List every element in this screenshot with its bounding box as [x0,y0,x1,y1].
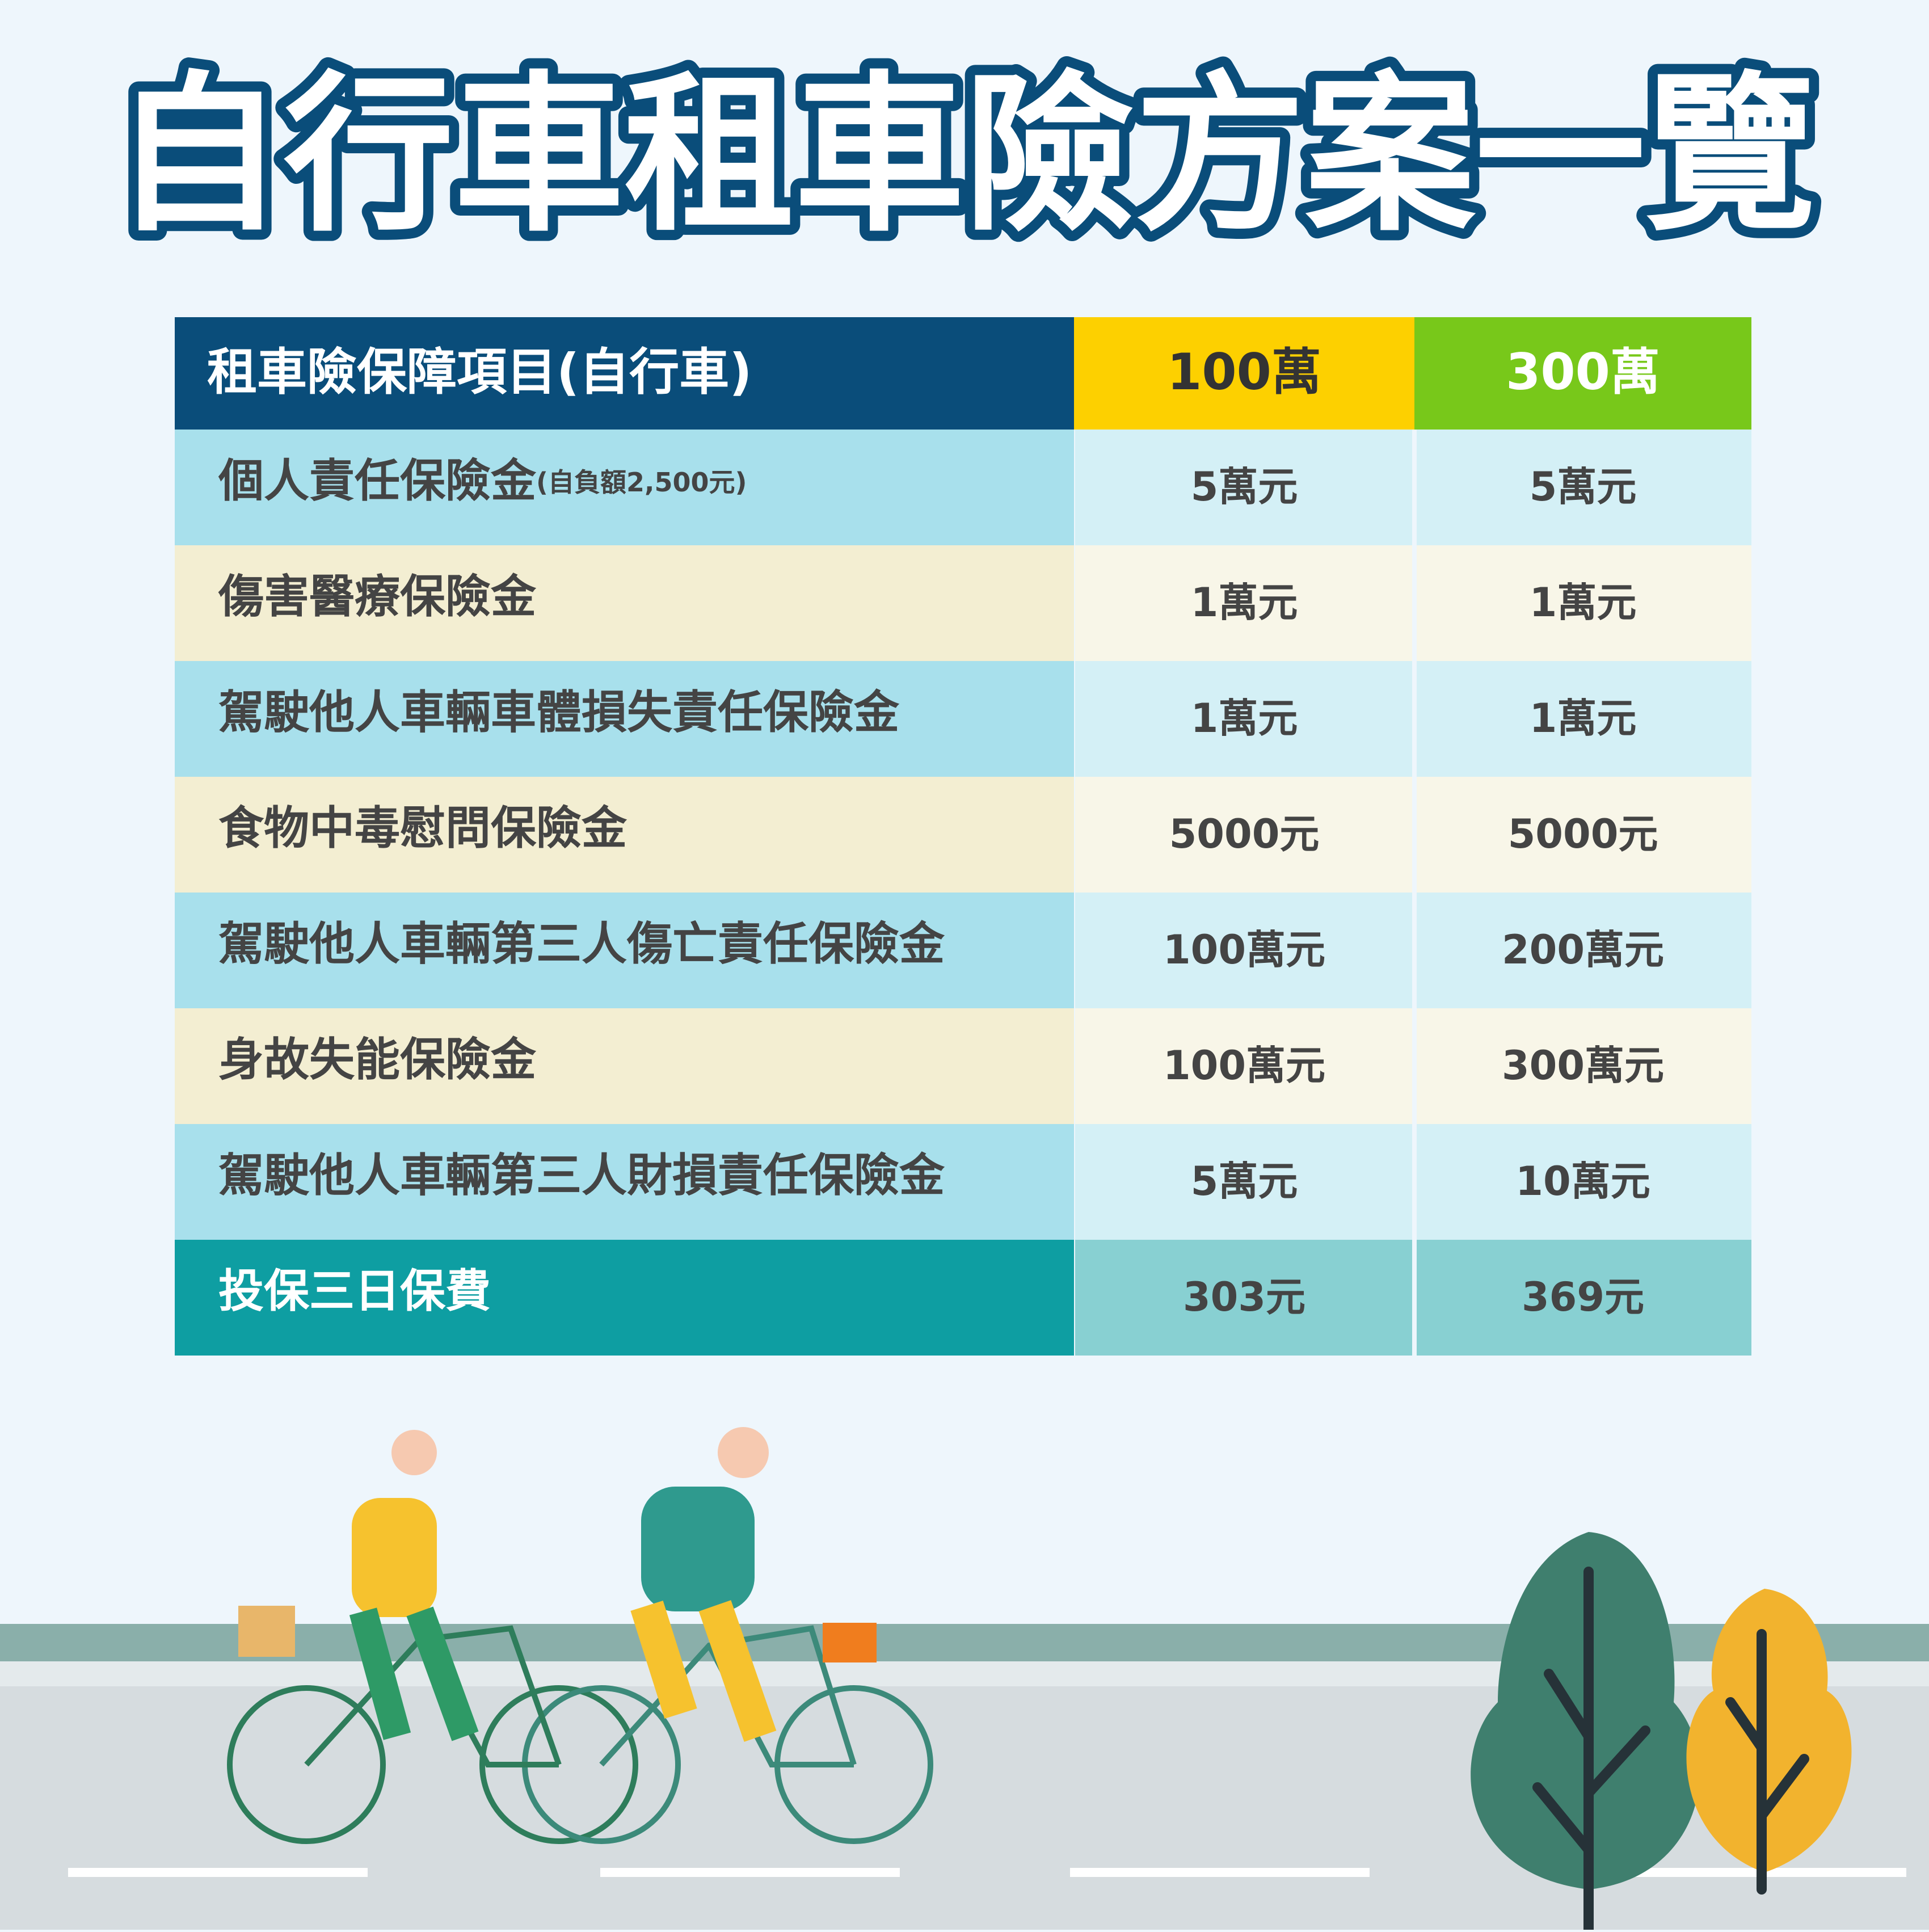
row-cell [1417,893,1751,1008]
row-cell [1075,430,1412,545]
item-text: 個人責任保險金 [218,454,537,507]
row-label: 駕駛他人車輛第三人財損責任保險金 [218,1149,945,1202]
lane-marks [68,1868,1906,1877]
row-value: 5萬元 [1191,1158,1298,1205]
row-cell [175,777,1074,893]
header-cell [1414,317,1751,430]
row-value: 5萬元 [1530,464,1637,510]
row-cell [1075,1240,1412,1356]
row-value: 303元 [1183,1274,1305,1320]
row-cell [1075,1008,1412,1124]
row-cell [1075,893,1412,1008]
row-cell [1075,1124,1412,1240]
item-text: 身故失能保險金 [218,1033,537,1086]
row-cell [175,1008,1074,1124]
trees [1471,1532,1852,1932]
item-text: 駕駛他人車輛車體損失責任保險金 [218,686,900,739]
row-label: 駕駛他人車輛車體損失責任保險金 [218,686,900,739]
row-cell [1417,1008,1751,1124]
row-cell [175,545,1074,661]
row-cell [1417,1124,1751,1240]
header-cell [175,317,1074,430]
row-cell [1417,430,1751,545]
row-value: 10萬元 [1515,1158,1650,1205]
row-value: 1萬元 [1191,695,1298,742]
row-label: 駕駛他人車輛第三人傷亡責任保險金 [218,917,945,970]
item-text: 駕駛他人車輛第三人財損責任保險金 [218,1149,945,1202]
row-cell [1417,777,1751,893]
title: 自行車租車險方案一覽 [113,56,1816,254]
row-label: 投保三日保費 [218,1265,491,1318]
row-value: 5萬元 [1191,464,1298,510]
row-cell [1417,545,1751,661]
item-text: 投保三日保費 [218,1265,491,1318]
row-value: 1萬元 [1191,579,1298,626]
row-label: 個人責任保險金(自負額2,500元) [218,454,747,507]
row-value: 1萬元 [1530,695,1637,742]
row-value: 1萬元 [1530,579,1637,626]
row-value: 200萬元 [1502,927,1664,973]
row-value: 300萬元 [1502,1042,1664,1089]
row-cell [1075,661,1412,777]
row-cell [1417,661,1751,777]
row-value: 5000元 [1508,811,1658,857]
row-label: 身故失能保險金 [218,1033,537,1086]
item-text: 駕駛他人車輛第三人傷亡責任保險金 [218,917,945,970]
row-label: 傷害醫療保險金 [218,570,537,623]
row-cell [1075,545,1412,661]
row-cell [1417,1240,1751,1356]
row-cell [175,1124,1074,1240]
row-value: 100萬元 [1163,1042,1325,1089]
row-value: 5000元 [1169,811,1320,857]
row-value: 369元 [1522,1274,1644,1320]
header-label: 100萬 [1167,343,1321,401]
item-text: 食物中毒慰問保險金 [218,802,627,855]
item-text: 傷害醫療保險金 [218,570,537,623]
header-label: 300萬 [1506,343,1660,401]
item-note: (自負額2,500元) [536,467,747,498]
row-cell [175,661,1074,777]
row-cell [175,1240,1074,1356]
header-cell [1074,317,1414,430]
row-cell [1075,777,1412,893]
row-cell [175,893,1074,1008]
row-value: 100萬元 [1163,927,1325,973]
header-label: 租車險保障項目(自行車) [207,343,752,401]
row-cell [175,430,1074,545]
row-label: 食物中毒慰問保險金 [218,802,627,855]
cyclists [227,1427,933,1844]
